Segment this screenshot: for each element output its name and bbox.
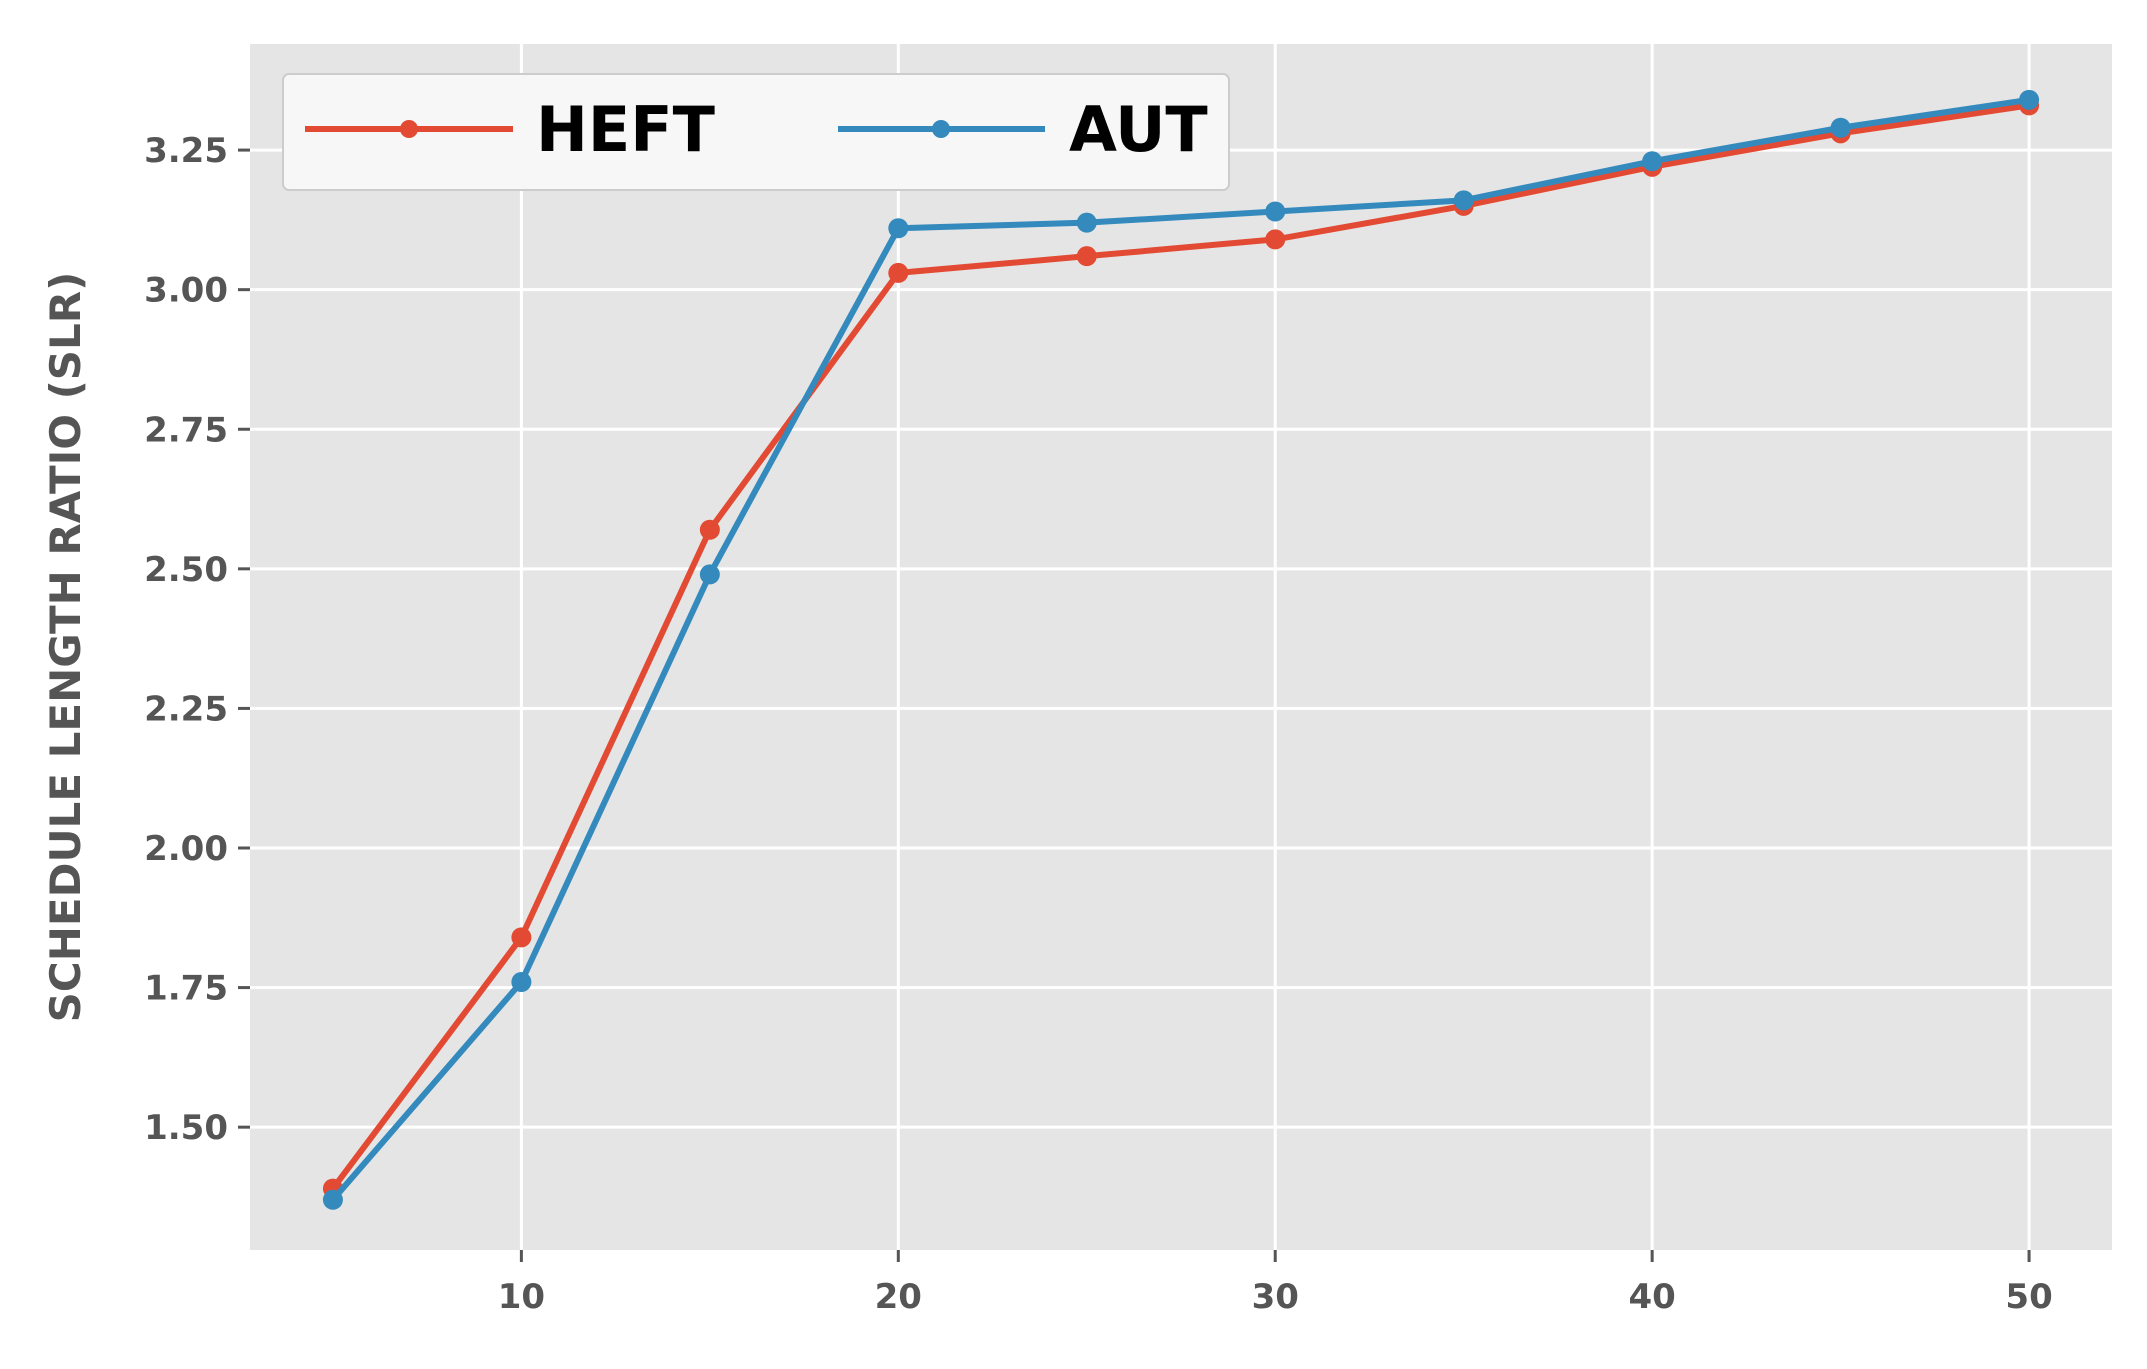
series-aut [322,89,2040,1210]
data-point-aut [2019,89,2040,110]
data-point-heft [699,519,720,540]
legend-box [282,73,1230,191]
y-tick-label: 3.00 [144,271,228,311]
y-tick-label: 1.50 [144,1108,228,1148]
series-lines [322,89,2040,1210]
data-point-aut [1265,201,1286,222]
y-tick-label: 1.75 [144,969,228,1009]
data-point-aut [1453,190,1474,211]
y-tick-label: 2.50 [144,550,228,590]
legend: HEFT AUT [282,73,1230,191]
data-point-heft [511,927,532,948]
y-axis-title: SCHEDULE LENGTH RATIO (SLR) [41,272,90,1023]
x-tick-label: 20 [875,1277,922,1317]
data-point-aut [699,564,720,585]
data-point-heft [1076,246,1097,267]
x-tick-label: 50 [2005,1277,2052,1317]
data-point-aut [888,218,909,239]
data-point-heft [1265,229,1286,250]
y-tick-label: 2.25 [144,689,228,729]
x-tick-label: 10 [498,1277,545,1317]
x-tick-label: 30 [1252,1277,1299,1317]
legend-label-heft: HEFT [536,93,715,166]
legend-label-aut: AUT [1069,93,1208,166]
data-point-aut [1076,212,1097,233]
data-point-aut [322,1189,343,1210]
x-tick-label: 40 [1628,1277,1675,1317]
plot-background [250,44,2112,1250]
y-tick-label: 2.75 [144,410,228,450]
data-point-aut [511,972,532,992]
data-point-aut [1830,117,1851,138]
series-line-heft [330,102,2030,1191]
data-point-aut [1642,151,1663,172]
y-tick-label: 3.25 [144,131,228,171]
y-tick-label: 2.00 [144,829,228,869]
legend-marker-aut [932,120,950,138]
legend-marker-heft [400,120,418,138]
series-line-aut [330,96,2030,1202]
axis-ticks: 1.50 1.75 2.00 2.25 2.50 2.75 3.00 3.25 10 20 30 40… [144,131,2053,1317]
data-point-heft [888,262,909,283]
